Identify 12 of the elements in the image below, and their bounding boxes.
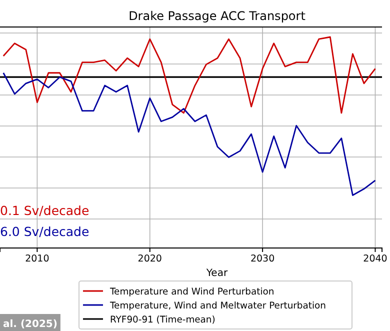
x-tick-label: 2010 [25,254,50,265]
x-tick-label: 2020 [138,254,162,265]
legend-label: RYF90-91 (Time-mean) [110,314,216,326]
chart-title: Drake Passage ACC Transport [128,9,306,23]
x-axis-title: Year [205,268,228,279]
annotation: 6.0 Sv/decade [0,224,90,239]
x-tick-label: 2030 [250,254,275,265]
x-tick-label: 2040 [363,254,388,265]
annotation: 0.1 Sv/decade [0,203,90,218]
legend-label: Temperature, Wind and Meltwater Perturbation [109,300,326,312]
legend-label: Temperature and Wind Perturbation [109,286,274,298]
text: al. (2025) [3,319,58,330]
